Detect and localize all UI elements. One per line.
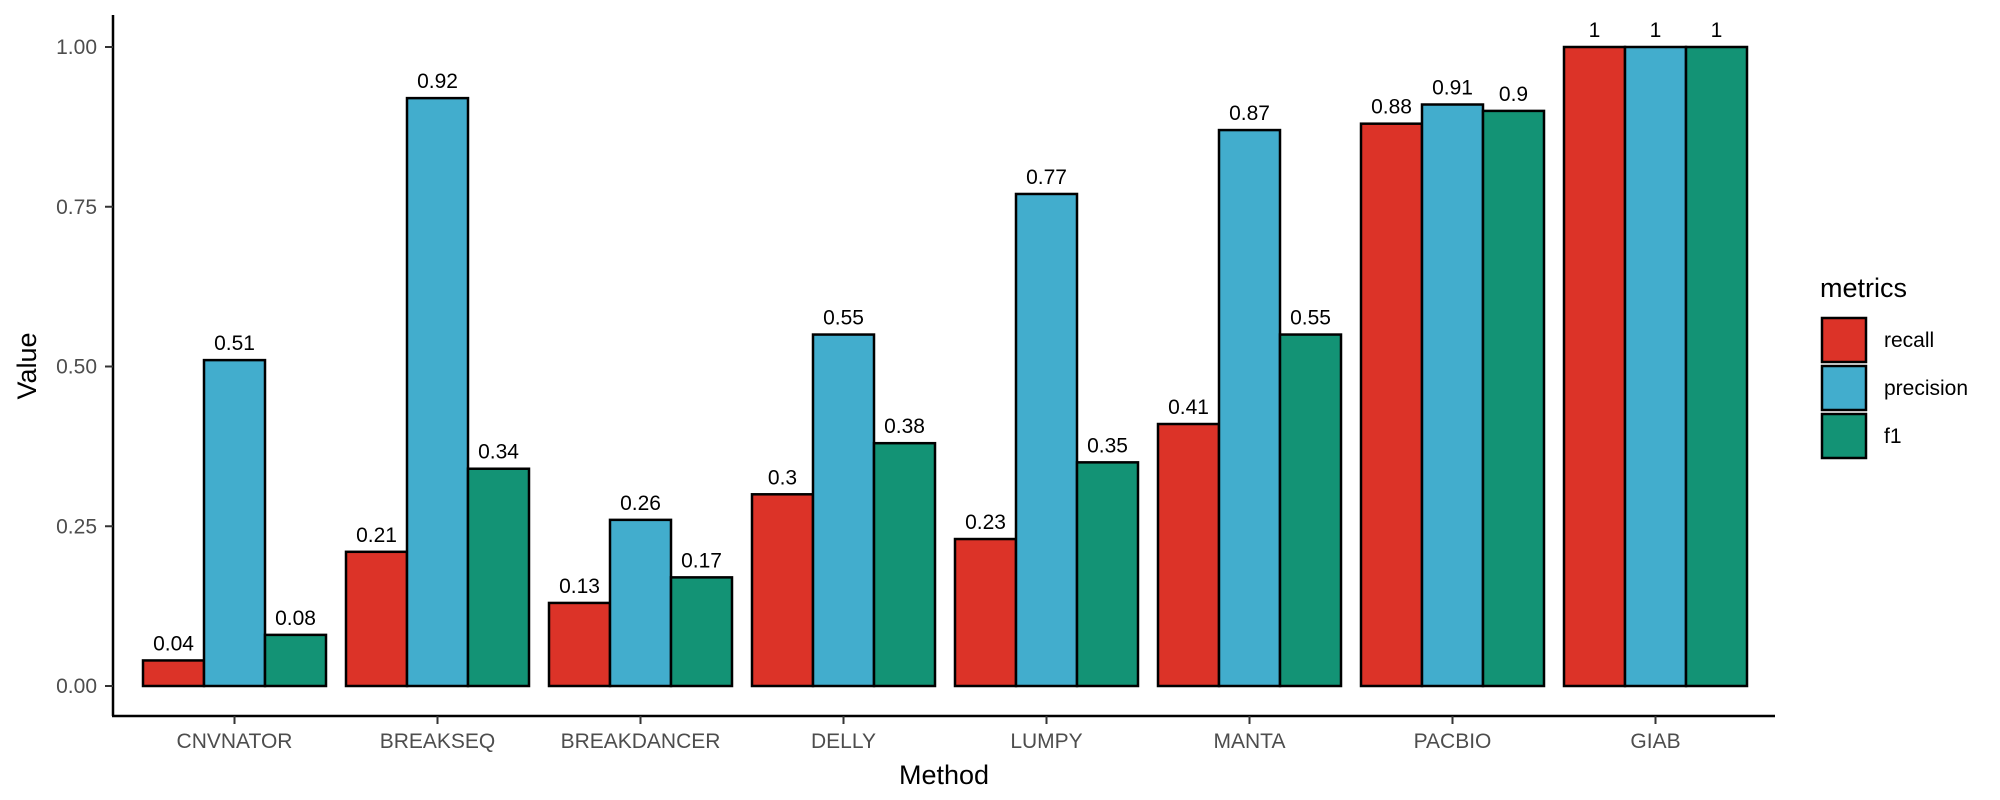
y-ticks: 0.00 0.25 0.50 0.75 1.00 [56,36,113,698]
x-ticks: CNVNATOR BREAKSEQ BREAKDANCER DELLY LUMPY MAN… [177,716,1681,753]
data-label-delly-precision: 0.55 [823,307,864,330]
bar-breakseq-f1 [466,467,531,688]
bar-breakdancer-f1 [669,576,734,688]
legend-key-precision [1820,364,1868,412]
legend-label-f1: f1 [1884,425,1902,448]
bar-lumpy-f1 [1075,461,1140,688]
bar-giab-precision [1623,45,1688,688]
data-label-lumpy-recall: 0.23 [965,511,1006,534]
x-tick-label-cnvnator: CNVNATOR [177,730,293,753]
bar-lumpy-recall [953,537,1018,688]
x-tick-label-giab: GIAB [1630,730,1680,753]
data-label-delly-f1: 0.38 [884,415,925,438]
bar-cnvnator-f1 [263,633,328,688]
bar-manta-f1 [1278,333,1343,688]
x-tick-label-breakseq: BREAKSEQ [380,730,496,753]
bar-delly-precision [811,333,876,688]
bar-breakdancer-precision [608,518,673,688]
data-label-delly-recall: 0.3 [768,466,797,489]
data-label-giab-f1: 1 [1711,19,1723,42]
data-label-breakdancer-recall: 0.13 [559,575,600,598]
data-label-breakseq-f1: 0.34 [478,441,519,464]
legend-title: metrics [1820,273,1907,303]
x-tick-label-pacbio: PACBIO [1414,730,1492,753]
bar-manta-recall [1156,422,1221,688]
legend-key-f1 [1820,412,1868,460]
bar-manta-precision [1217,128,1282,688]
bar-breakseq-precision [405,96,470,688]
data-label-breakdancer-f1: 0.17 [681,549,722,572]
y-tick-label: 1.00 [56,36,97,59]
data-label-breakseq-precision: 0.92 [417,70,458,93]
bar-breakseq-recall [344,550,409,688]
x-tick-label-breakdancer: BREAKDANCER [561,730,721,753]
x-tick-label-delly: DELLY [811,730,876,753]
bar-lumpy-precision [1014,192,1079,688]
data-label-pacbio-f1: 0.9 [1499,83,1528,106]
bar-cnvnator-precision [202,358,267,688]
data-label-lumpy-f1: 0.35 [1087,434,1128,457]
bars-layer [141,45,1749,688]
y-tick-label: 0.50 [56,356,97,379]
x-tick-label-manta: MANTA [1214,730,1286,753]
data-label-manta-f1: 0.55 [1290,307,1331,330]
y-axis-title: Value [12,332,42,399]
legend-label-recall: recall [1884,329,1934,352]
data-label-pacbio-precision: 0.91 [1432,77,1473,100]
data-label-giab-precision: 1 [1650,19,1662,42]
data-label-cnvnator-f1: 0.08 [275,607,316,630]
bar-giab-recall [1562,45,1627,688]
data-label-breakdancer-precision: 0.26 [620,492,661,515]
bar-pacbio-precision [1420,103,1485,688]
x-axis-title: Method [899,760,989,790]
y-tick-label: 0.00 [56,675,97,698]
data-label-breakseq-recall: 0.21 [356,524,397,547]
legend-key-recall [1820,316,1868,364]
bar-giab-f1 [1684,45,1749,688]
bar-cnvnator-recall [141,659,206,688]
bar-pacbio-recall [1359,122,1424,688]
bar-pacbio-f1 [1481,109,1546,688]
x-tick-label-lumpy: LUMPY [1010,730,1082,753]
bar-delly-recall [750,493,815,688]
data-label-cnvnator-recall: 0.04 [153,632,194,655]
bar-delly-f1 [872,441,937,688]
legend: metrics recall precision f1 [1820,273,1968,460]
y-tick-label: 0.75 [56,196,97,219]
data-label-manta-recall: 0.41 [1168,396,1209,419]
data-label-lumpy-precision: 0.77 [1026,166,1067,189]
data-label-giab-recall: 1 [1589,19,1601,42]
legend-label-precision: precision [1884,377,1968,400]
data-label-manta-precision: 0.87 [1229,102,1270,125]
data-label-pacbio-recall: 0.88 [1371,96,1412,119]
data-labels-layer: 0.04 0.51 0.08 0.21 0.92 0.34 0.13 0.26 0.17 0.3 0… [153,19,1722,655]
y-tick-label: 0.25 [56,515,97,538]
data-label-cnvnator-precision: 0.51 [214,332,255,355]
bar-breakdancer-recall [547,601,612,688]
